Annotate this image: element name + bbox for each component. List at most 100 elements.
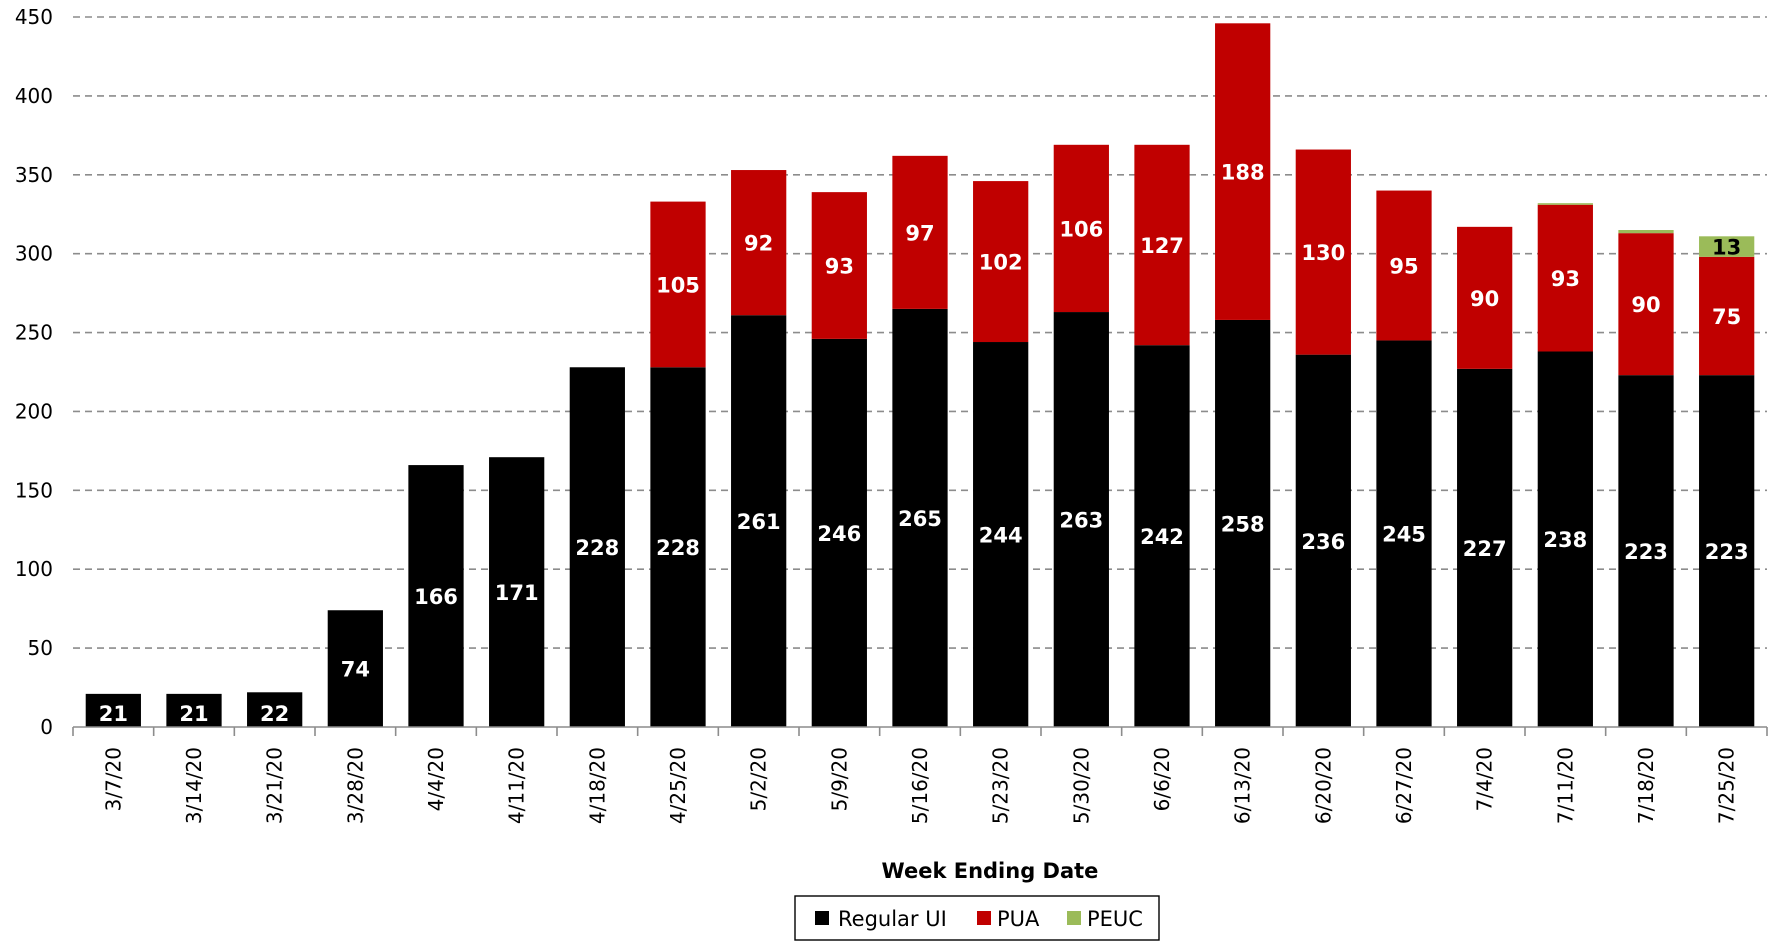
data-label: 223 <box>1624 540 1668 564</box>
y-tick-label: 250 <box>15 321 53 345</box>
x-tick-label: 6/20/20 <box>1311 747 1335 824</box>
bar-regular-ui <box>85 693 141 727</box>
bar-pua <box>892 155 948 309</box>
x-tick-label: 5/16/20 <box>908 747 932 824</box>
bar-pua <box>1618 233 1674 376</box>
data-label: 244 <box>979 524 1023 548</box>
data-label: 22 <box>260 702 289 726</box>
legend-swatch <box>815 911 829 925</box>
data-label: 228 <box>656 536 700 560</box>
y-tick-label: 50 <box>28 636 53 660</box>
legend-label: Regular UI <box>838 907 947 931</box>
data-label: 188 <box>1221 161 1265 185</box>
x-tick-label: 5/30/20 <box>1069 747 1093 824</box>
bar-pua <box>1699 256 1755 376</box>
legend-swatch <box>1067 911 1081 925</box>
bar-pua <box>731 170 787 316</box>
x-tick-label: 7/11/20 <box>1553 747 1577 824</box>
bar-regular-ui <box>166 693 222 727</box>
data-label: 263 <box>1059 509 1103 533</box>
y-tick-label: 450 <box>15 5 53 29</box>
data-label: 261 <box>737 510 781 534</box>
bar-peuc <box>1699 236 1755 257</box>
bar-pua <box>1134 144 1190 346</box>
x-axis-title: Week Ending Date <box>882 859 1099 883</box>
x-tick-labels: 3/7/20 3/14/20 3/21/20 3/28/20 4/4/20 4/11/20… <box>101 747 1738 824</box>
data-label: 228 <box>575 536 619 560</box>
bar-regular-ui <box>811 338 867 727</box>
data-label: 245 <box>1382 523 1426 547</box>
bar-regular-ui <box>1618 375 1674 727</box>
data-label: 74 <box>341 658 370 682</box>
data-label: 171 <box>495 581 539 605</box>
x-tick-label: 6/27/20 <box>1392 747 1416 824</box>
data-label: 227 <box>1463 537 1507 561</box>
x-tick-label: 4/4/20 <box>424 747 448 811</box>
bar-regular-ui <box>489 457 545 727</box>
data-label: 75 <box>1712 305 1741 329</box>
y-tick-label: 100 <box>15 557 53 581</box>
bar-pua <box>1537 204 1593 352</box>
bar-peuc <box>1537 203 1593 205</box>
data-label: 21 <box>179 702 208 726</box>
x-tick-label: 7/18/20 <box>1634 747 1658 824</box>
bar-pua <box>1295 149 1351 355</box>
data-label: 246 <box>817 522 861 546</box>
bar-pua <box>1457 226 1513 369</box>
bar-pua <box>1215 23 1271 320</box>
y-tick-label: 350 <box>15 163 53 187</box>
bar-regular-ui <box>1537 351 1593 727</box>
data-label: 258 <box>1221 512 1265 536</box>
x-tick-label: 4/18/20 <box>585 747 609 824</box>
y-tick-label: 200 <box>15 399 53 423</box>
bar-pua <box>650 201 706 368</box>
legend-swatch <box>977 911 991 925</box>
data-label: 97 <box>905 221 934 245</box>
legend-label: PEUC <box>1087 907 1143 931</box>
y-tick-labels: 0 50 100 150 200 250 300 350 400 450 <box>15 5 53 739</box>
bar-regular-ui <box>1134 345 1190 727</box>
data-label: 236 <box>1301 530 1345 554</box>
bar-pua <box>1376 190 1432 341</box>
legend: Regular UI PUA PEUC <box>794 895 1160 941</box>
bar-regular-ui <box>1053 312 1109 727</box>
data-label: 223 <box>1705 540 1749 564</box>
x-tick-label: 4/11/20 <box>505 747 529 824</box>
bar-regular-ui <box>1457 368 1513 727</box>
x-tick-label: 4/25/20 <box>666 747 690 824</box>
x-tick-label: 5/9/20 <box>827 747 851 811</box>
bar-regular-ui <box>408 465 464 727</box>
bar-regular-ui <box>1376 340 1432 727</box>
data-label: 105 <box>656 273 700 297</box>
bars: 21 21 22 74 166 171 228 228 105 261 92 246 93 265 97 24… <box>85 23 1755 727</box>
x-tick-label: 3/7/20 <box>101 747 125 811</box>
bar-regular-ui <box>731 315 787 727</box>
x-tick-label: 7/4/20 <box>1473 747 1497 811</box>
data-label: 166 <box>414 585 458 609</box>
bar-regular-ui <box>1295 354 1351 727</box>
bar-pua <box>1053 144 1109 313</box>
bar-pua <box>973 181 1029 343</box>
bar-regular-ui <box>247 692 303 727</box>
data-label: 92 <box>744 232 773 256</box>
x-tick-label: 5/2/20 <box>747 747 771 811</box>
bar-peuc <box>1618 230 1674 234</box>
data-label: 95 <box>1389 255 1418 279</box>
bar-regular-ui <box>327 610 383 727</box>
data-label: 102 <box>979 251 1023 275</box>
y-tick-label: 0 <box>40 715 53 739</box>
x-tick-label: 3/28/20 <box>343 747 367 824</box>
bar-regular-ui <box>1699 375 1755 727</box>
data-label: 90 <box>1470 287 1499 311</box>
data-label: 106 <box>1059 217 1103 241</box>
data-label: 93 <box>825 255 854 279</box>
y-tick-label: 150 <box>15 478 53 502</box>
data-label: 242 <box>1140 525 1184 549</box>
x-tick-label: 7/25/20 <box>1715 747 1739 824</box>
data-label: 127 <box>1140 234 1184 258</box>
x-tick-label: 6/6/20 <box>1150 747 1174 811</box>
x-tick-label: 3/21/20 <box>263 747 287 824</box>
data-label: 265 <box>898 507 942 531</box>
legend-label: PUA <box>997 907 1040 931</box>
